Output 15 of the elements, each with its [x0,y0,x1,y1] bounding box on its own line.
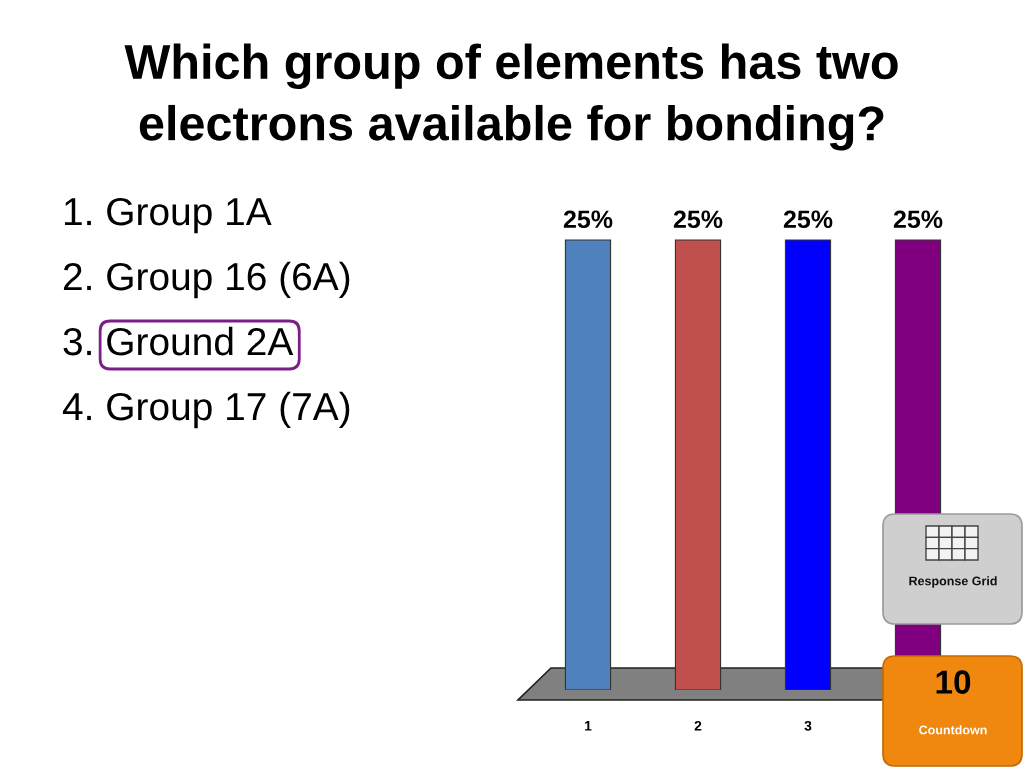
annotation: 10 [936,670,971,694]
x-tick-label: 3 [804,720,812,731]
x-tick-label: 2 [694,720,702,731]
text: Countdown [919,725,987,735]
text: 1. Group 1A [64,197,272,234]
text: 3. Ground 2A [63,326,294,356]
text: 2. Group 16 (6A) [63,261,350,299]
data-label: 25% [783,210,833,229]
text: 4. Group 17 (7A) [62,391,350,429]
data-label: 25% [673,210,723,229]
annotation: Response Grid [909,576,997,588]
data-label: 25% [893,210,943,229]
chart-title: Which group of elements has two electrons available for bonding? [124,43,898,151]
x-tick-label: 1 [585,721,592,731]
data-label: 25% [563,210,613,229]
